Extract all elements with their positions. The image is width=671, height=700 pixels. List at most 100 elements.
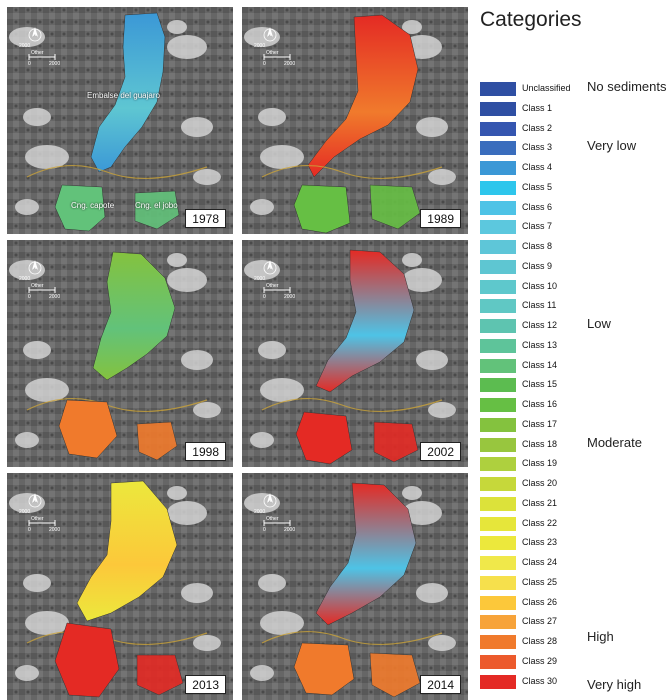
- legend-swatch: [480, 259, 516, 274]
- legend-class-label: Class 27: [522, 616, 558, 627]
- north-label: N: [268, 265, 272, 271]
- scale-unit-label: Other: [266, 283, 279, 289]
- scale-mid-label: 2000: [284, 294, 296, 300]
- cloud-shape: [402, 486, 422, 500]
- north-label: N: [33, 265, 37, 271]
- channel-line: [261, 165, 443, 180]
- legend-swatch: [480, 378, 516, 393]
- north-label: N: [268, 498, 272, 504]
- satellite-map: [7, 7, 233, 234]
- legend-class-label: Class 19: [522, 458, 558, 469]
- legend-class-label: Class 22: [522, 517, 558, 528]
- scale-zero-label: 0: [28, 61, 31, 67]
- scale-top-label: 2000: [254, 276, 266, 282]
- north-label: N: [33, 32, 37, 38]
- year-label: 2014: [420, 675, 461, 694]
- cloud-shape: [167, 501, 207, 525]
- map-caption: Cng. el jobo: [135, 201, 178, 210]
- legend-class-label: Class 10: [522, 280, 558, 291]
- cloud-shape: [181, 117, 213, 137]
- lagoon-jobo-overlay: [369, 652, 421, 698]
- lagoon-capote-overlay: [58, 399, 118, 459]
- legend-swatch: [480, 82, 516, 96]
- channel-line: [261, 398, 443, 413]
- legend-swatch: [480, 180, 516, 195]
- lagoon-jobo-overlay: [373, 421, 419, 463]
- legend-swatch: [480, 240, 516, 254]
- scale-bar: [263, 520, 291, 526]
- satellite-map: [7, 240, 233, 467]
- year-label: 1978: [185, 209, 226, 228]
- scale-top-label: 2000: [254, 43, 266, 49]
- legend-class-label: Class 15: [522, 379, 558, 390]
- scale-bar: [263, 54, 291, 60]
- legend-swatch: [480, 654, 516, 669]
- lagoon-capote-overlay: [295, 411, 353, 465]
- legend-class-label: Class 5: [522, 181, 553, 192]
- legend-swatch: [480, 161, 516, 175]
- lagoon-jobo-overlay: [136, 654, 184, 696]
- cloud-shape: [416, 583, 448, 603]
- scale-unit-label: Other: [31, 283, 44, 289]
- cloud-shape: [23, 574, 51, 592]
- north-arrow-icon: [263, 27, 277, 42]
- legend-category-label: Low: [587, 316, 611, 331]
- scale-unit-label: Other: [31, 516, 44, 522]
- legend-swatch: [480, 121, 516, 136]
- legend-swatch: [480, 141, 516, 156]
- scale-mid-label: 2000: [284, 61, 296, 67]
- cloud-shape: [167, 20, 187, 34]
- legend-title: Categories: [480, 8, 582, 31]
- reservoir-sediment-overlay: [307, 14, 419, 178]
- legend-class-label: Class 9: [522, 260, 553, 271]
- legend-swatch: [480, 595, 516, 610]
- scale-bar: [28, 287, 56, 293]
- cloud-shape: [15, 432, 39, 448]
- legend-class-label: Class 7: [522, 221, 553, 232]
- cloud-shape: [193, 402, 221, 418]
- legend-class-label: Class 16: [522, 399, 558, 409]
- channel-line: [261, 631, 443, 646]
- legend-class-label: Class 11: [522, 300, 557, 311]
- lagoon-jobo-overlay: [136, 421, 178, 461]
- legend-class-label: Class 18: [522, 438, 558, 449]
- scale-unit-label: Other: [266, 50, 279, 56]
- cloud-shape: [416, 350, 448, 370]
- legend-class-label: Class 25: [522, 576, 558, 587]
- legend-class-label: Class 24: [522, 557, 558, 567]
- legend-category-label: High: [587, 629, 614, 644]
- cloud-shape: [25, 145, 69, 169]
- scale-zero-label: 0: [28, 527, 31, 533]
- cloud-shape: [193, 169, 221, 185]
- cloud-shape: [258, 108, 286, 126]
- legend-swatch: [480, 556, 516, 570]
- cloud-shape: [167, 268, 207, 292]
- scale-mid-label: 2000: [284, 527, 296, 533]
- cloud-shape: [260, 378, 304, 402]
- north-arrow-icon: [28, 493, 42, 508]
- legend-class-label: Class 8: [522, 241, 553, 251]
- north-label: N: [33, 498, 37, 504]
- legend-swatch: [480, 457, 516, 472]
- legend-class-label: Class 14: [522, 359, 558, 370]
- cloud-shape: [258, 574, 286, 592]
- north-label: N: [268, 32, 272, 38]
- channel-line: [26, 165, 208, 180]
- lagoon-capote-overlay: [293, 642, 355, 696]
- legend-swatch: [480, 220, 516, 235]
- cloud-shape: [250, 199, 274, 215]
- map-panel-1989: N 2000 Other 0 2000 1989: [242, 7, 468, 234]
- scale-top-label: 2000: [19, 43, 31, 49]
- legend-swatch: [480, 200, 516, 215]
- legend-swatch: [480, 536, 516, 551]
- lagoon-jobo-overlay: [369, 184, 421, 230]
- reservoir-sediment-overlay: [315, 249, 415, 393]
- reservoir-sediment-overlay: [76, 480, 178, 622]
- legend-class-label: Class 2: [522, 122, 553, 133]
- cloud-shape: [402, 253, 422, 267]
- reservoir-sediment-overlay: [92, 251, 176, 381]
- legend-swatch: [480, 635, 516, 649]
- legend-swatch: [480, 615, 516, 630]
- map-panel-2014: N 2000 Other 0 2000 2014: [242, 473, 468, 700]
- satellite-map: [7, 473, 233, 700]
